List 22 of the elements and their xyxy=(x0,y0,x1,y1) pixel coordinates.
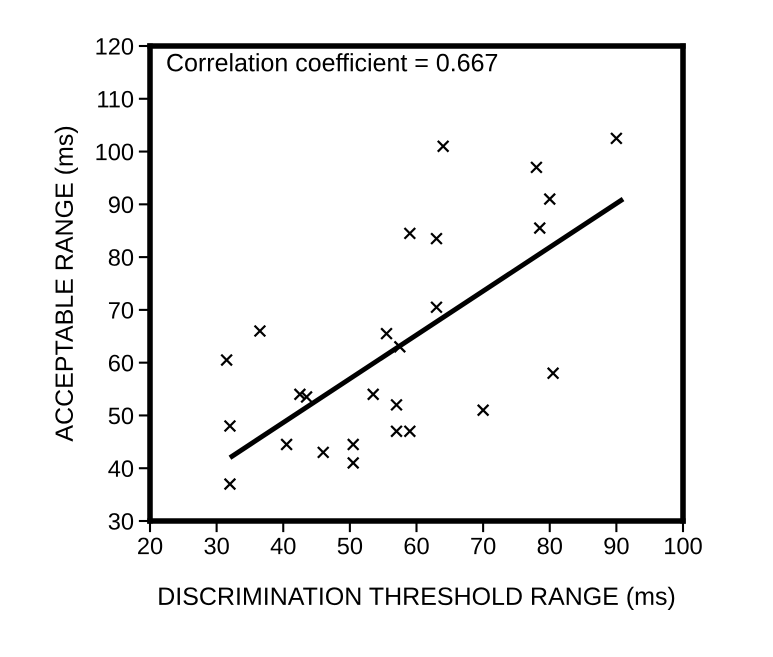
x-tick-label: 60 xyxy=(404,538,429,554)
x-tick-label: 20 xyxy=(138,538,162,554)
y-tick-label: 40 xyxy=(108,460,134,478)
x-tick-label: 90 xyxy=(604,538,629,554)
y-tick-label: 80 xyxy=(108,249,134,266)
y-axis-title: ACCEPTABLE RANGE (ms) xyxy=(54,126,78,442)
y-tick-label: 110 xyxy=(98,90,134,108)
x-tick-label: 100 xyxy=(665,538,702,554)
y-tick-label: 90 xyxy=(108,196,134,214)
y-tick-label: 100 xyxy=(96,144,134,160)
y-tick-label: 60 xyxy=(108,354,134,372)
y-tick-label: 70 xyxy=(108,302,134,319)
y-tick-label: 30 xyxy=(108,513,134,530)
x-axis-title: DISCRIMINATION THRESHOLD RANGE (ms) xyxy=(159,586,674,610)
x-tick-label: 70 xyxy=(471,538,496,554)
y-tick-label: 120 xyxy=(96,38,134,55)
annotation: Correlation coefficient = 0.667 xyxy=(167,53,498,72)
x-tick-label: 80 xyxy=(538,538,562,554)
x-tick-label: 30 xyxy=(204,538,229,554)
x-tick-label: 50 xyxy=(338,538,362,554)
y-tick-label: 50 xyxy=(108,408,134,424)
x-tick-label: 40 xyxy=(270,538,296,554)
